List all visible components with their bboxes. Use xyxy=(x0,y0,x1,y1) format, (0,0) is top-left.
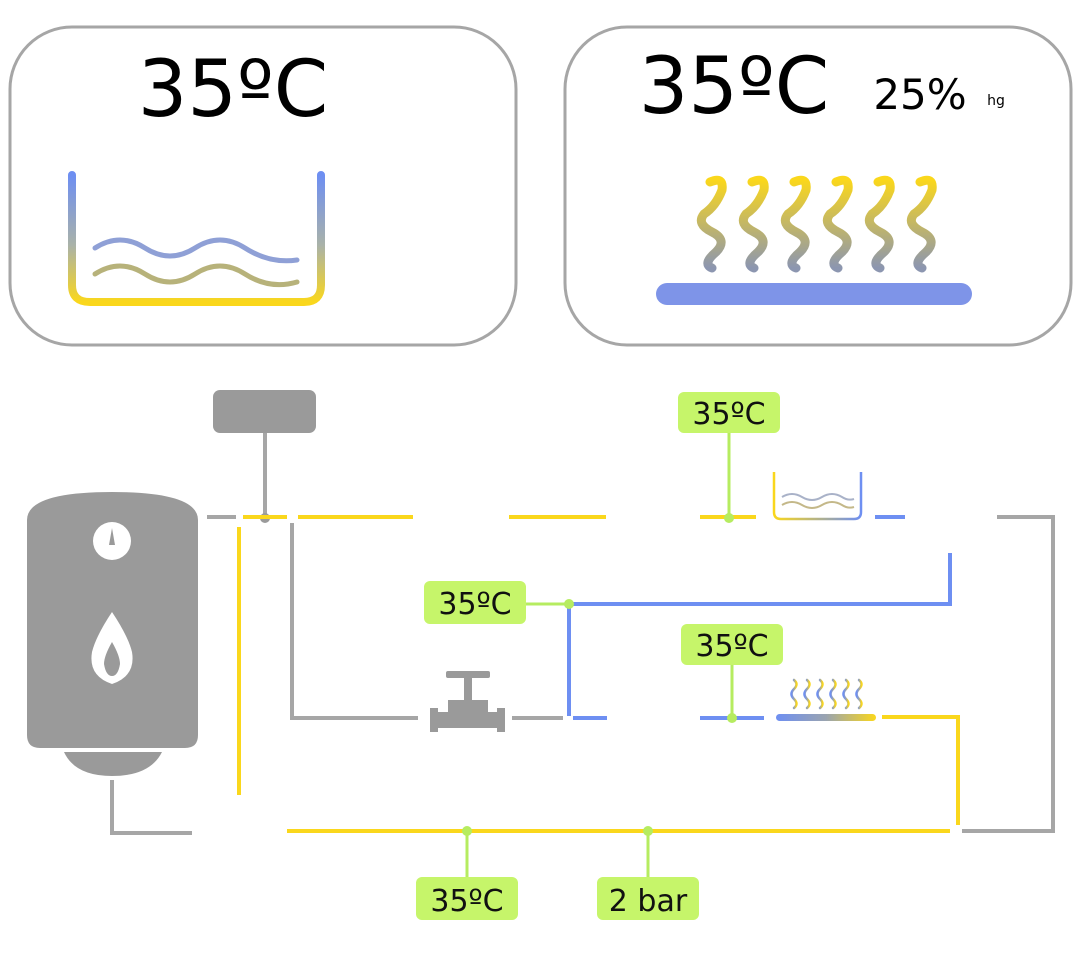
humidity-unit: hg xyxy=(987,93,1005,109)
sensor-tag-bottom-temp: 35ºC xyxy=(416,826,518,920)
neutral-pipes xyxy=(110,430,1055,835)
sensor-mid-left-temp: 35ºC xyxy=(438,587,511,622)
sensor-tag-bottom-pressure: 2 bar xyxy=(597,826,699,920)
humidity-value: 25% xyxy=(873,70,966,119)
sensor-mid-right-temp: 35ºC xyxy=(695,629,768,664)
water-temp-value: 35ºC xyxy=(138,45,328,135)
bathtub-icon-small xyxy=(772,472,863,521)
gauge-icon xyxy=(93,522,131,560)
water-temperature-panel: 35ºC xyxy=(8,25,518,347)
sensor-bottom-pressure: 2 bar xyxy=(609,884,688,919)
air-temp-value: 35ºC xyxy=(639,42,829,132)
floor-heating-icon-small xyxy=(776,678,876,721)
floor-heating-icon xyxy=(656,175,972,305)
sensor-bottom-temp: 35ºC xyxy=(430,884,503,919)
sensor-tag-mid-right: 35ºC xyxy=(681,624,783,723)
hot-pipes xyxy=(237,515,960,833)
sensor-top-temp: 35ºC xyxy=(692,397,765,432)
sensor-tag-mid-left: 35ºC xyxy=(424,581,574,624)
air-temperature-panel: 35ºC 25% hg xyxy=(563,25,1073,347)
flame-icon xyxy=(91,612,133,684)
cold-pipes xyxy=(567,515,952,720)
sensor-tag-top: 35ºC xyxy=(678,392,780,523)
boiler-tank-icon xyxy=(27,492,198,776)
valve-icon xyxy=(430,671,505,732)
bathtub-icon xyxy=(68,171,325,306)
